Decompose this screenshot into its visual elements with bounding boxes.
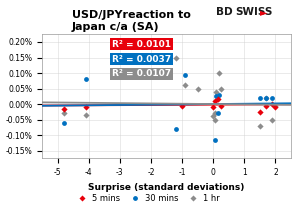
Point bbox=[61, 112, 66, 115]
Point bbox=[212, 138, 217, 141]
Point bbox=[219, 87, 224, 90]
Point bbox=[211, 115, 216, 118]
Point bbox=[173, 127, 178, 131]
Text: R² = 0.0107: R² = 0.0107 bbox=[112, 69, 171, 79]
Point bbox=[273, 104, 278, 107]
Point bbox=[273, 106, 278, 109]
Point bbox=[195, 87, 200, 90]
Point bbox=[270, 96, 275, 100]
Point bbox=[214, 95, 219, 98]
Point bbox=[257, 124, 262, 128]
Text: R² = 0.0101: R² = 0.0101 bbox=[112, 40, 171, 49]
Point bbox=[83, 77, 88, 81]
Point bbox=[270, 118, 275, 121]
Point bbox=[270, 102, 275, 106]
Text: USD/JPYreaction to
Japan c/a (SA): USD/JPYreaction to Japan c/a (SA) bbox=[72, 10, 191, 32]
Text: BD: BD bbox=[216, 7, 232, 18]
Point bbox=[215, 112, 220, 115]
Point bbox=[212, 118, 217, 121]
Legend: 5 mins, 30 mins, 1 hr: 5 mins, 30 mins, 1 hr bbox=[70, 191, 223, 206]
Point bbox=[257, 96, 262, 100]
Point bbox=[211, 106, 216, 109]
Point bbox=[183, 73, 188, 76]
Point bbox=[264, 96, 268, 100]
Point bbox=[257, 110, 262, 113]
Point bbox=[212, 99, 217, 103]
Point bbox=[217, 71, 222, 75]
Point bbox=[173, 56, 178, 59]
Point bbox=[214, 90, 219, 93]
Point bbox=[83, 106, 88, 109]
Point bbox=[264, 104, 268, 107]
Point bbox=[180, 104, 184, 107]
Point bbox=[217, 93, 222, 97]
Point bbox=[183, 84, 188, 87]
Text: R² = 0.0037: R² = 0.0037 bbox=[112, 55, 171, 64]
Point bbox=[215, 98, 220, 101]
Point bbox=[219, 104, 224, 107]
Text: SWISS: SWISS bbox=[236, 7, 273, 18]
Point bbox=[61, 107, 66, 110]
X-axis label: Surprise (standard deviations): Surprise (standard deviations) bbox=[88, 183, 245, 192]
Text: ►: ► bbox=[260, 7, 267, 18]
Point bbox=[264, 96, 268, 100]
Point bbox=[83, 113, 88, 117]
Point bbox=[61, 121, 66, 124]
Point bbox=[212, 112, 217, 115]
